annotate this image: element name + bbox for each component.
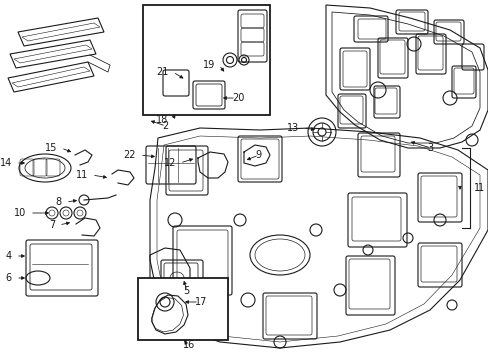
Text: 1: 1 <box>473 183 479 193</box>
Text: 2: 2 <box>162 121 168 131</box>
Text: 8: 8 <box>56 197 62 207</box>
Text: 4: 4 <box>6 251 12 261</box>
Text: 20: 20 <box>231 93 244 103</box>
Text: 7: 7 <box>49 220 55 230</box>
Text: 11: 11 <box>76 170 88 180</box>
Text: 5: 5 <box>183 286 189 296</box>
Text: 17: 17 <box>195 297 207 307</box>
Text: 6: 6 <box>6 273 12 283</box>
Text: 15: 15 <box>44 143 57 153</box>
Text: 22: 22 <box>123 150 136 160</box>
Text: 10: 10 <box>14 208 26 218</box>
Bar <box>138 278 227 340</box>
Text: 21: 21 <box>156 67 169 77</box>
Text: 12: 12 <box>163 158 176 168</box>
Text: 9: 9 <box>254 150 261 160</box>
Text: 16: 16 <box>183 340 195 350</box>
Text: 1: 1 <box>477 183 483 193</box>
Text: 14: 14 <box>0 158 12 168</box>
Text: 18: 18 <box>156 115 168 125</box>
Bar <box>142 5 269 115</box>
Text: 13: 13 <box>286 123 298 133</box>
Text: 3: 3 <box>426 143 432 153</box>
Text: 19: 19 <box>203 60 215 70</box>
